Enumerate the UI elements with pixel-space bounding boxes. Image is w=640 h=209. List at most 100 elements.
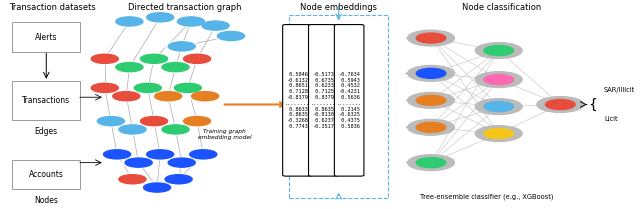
Circle shape [97, 117, 124, 126]
Circle shape [188, 149, 220, 160]
Circle shape [104, 150, 131, 159]
Circle shape [484, 46, 513, 56]
Circle shape [113, 62, 145, 73]
Circle shape [138, 116, 170, 126]
Circle shape [162, 62, 189, 72]
Circle shape [416, 68, 446, 78]
Text: Accounts: Accounts [29, 169, 64, 178]
Circle shape [134, 83, 161, 92]
Circle shape [159, 124, 191, 135]
Text: {: { [589, 98, 598, 111]
Circle shape [476, 72, 522, 88]
Circle shape [484, 102, 513, 112]
Circle shape [181, 116, 213, 126]
Text: -0.7634
 0.5943
 0.4532
-0.4231
 0.5636
........
 0.2145
-0.6325
 0.4375
 0.5836: -0.7634 0.5943 0.4532 -0.4231 0.5636 ...… [337, 72, 362, 129]
Circle shape [159, 62, 191, 73]
Circle shape [140, 117, 168, 126]
Circle shape [113, 16, 145, 27]
Circle shape [416, 158, 446, 168]
Circle shape [181, 54, 213, 64]
Circle shape [123, 157, 155, 168]
Circle shape [175, 16, 207, 27]
Text: 0.5846
-0.6132
 0.8651
 0.7128
-0.8379
........
 0.8633
 0.8635
-0.3268
 0.7743: 0.5846 -0.6132 0.8651 0.7128 -0.8379 ...… [285, 72, 310, 129]
Circle shape [476, 99, 522, 115]
Circle shape [155, 92, 182, 101]
Text: Edges: Edges [35, 127, 58, 136]
Circle shape [132, 83, 164, 93]
Circle shape [147, 13, 173, 22]
Text: -0.5173
 0.6735
 0.6233
 0.7125
 0.8379
........
 0.8635
-0.8130
 0.6237
-0.3517: -0.5173 0.6735 0.6233 0.7125 0.8379 ....… [311, 72, 336, 129]
Circle shape [189, 150, 217, 159]
Circle shape [408, 120, 454, 135]
FancyBboxPatch shape [334, 25, 364, 176]
Circle shape [147, 150, 173, 159]
Circle shape [168, 42, 195, 51]
Circle shape [144, 149, 176, 160]
Circle shape [484, 75, 513, 85]
Circle shape [202, 21, 229, 30]
Circle shape [191, 92, 219, 101]
Circle shape [184, 54, 211, 63]
FancyBboxPatch shape [12, 159, 80, 189]
Circle shape [416, 95, 446, 105]
Circle shape [162, 125, 189, 134]
Circle shape [177, 17, 205, 26]
Circle shape [476, 126, 522, 141]
Circle shape [166, 41, 198, 52]
Circle shape [101, 149, 133, 160]
Text: SAR/Illicit: SAR/Illicit [604, 87, 636, 93]
Text: Node embeddings: Node embeddings [300, 3, 377, 12]
Circle shape [189, 91, 221, 102]
Circle shape [408, 30, 454, 46]
Circle shape [408, 65, 454, 81]
Circle shape [143, 183, 171, 192]
Circle shape [116, 174, 148, 185]
Circle shape [144, 12, 176, 23]
Text: Licit: Licit [604, 116, 618, 122]
Text: Transaction datasets: Transaction datasets [9, 3, 96, 12]
Circle shape [545, 99, 575, 110]
Circle shape [125, 158, 152, 167]
FancyBboxPatch shape [308, 25, 338, 176]
Text: Directed transaction graph: Directed transaction graph [128, 3, 241, 12]
Circle shape [140, 54, 168, 63]
Text: Alerts: Alerts [35, 33, 58, 42]
Circle shape [215, 31, 247, 41]
Circle shape [152, 91, 184, 102]
Circle shape [165, 175, 192, 184]
Text: Transactions: Transactions [22, 96, 70, 105]
Circle shape [138, 54, 170, 64]
Circle shape [92, 83, 118, 92]
Circle shape [163, 174, 195, 185]
Circle shape [89, 54, 121, 64]
Text: Node classification: Node classification [462, 3, 541, 12]
FancyBboxPatch shape [12, 81, 80, 120]
Circle shape [89, 83, 121, 93]
Circle shape [408, 92, 454, 108]
Circle shape [95, 116, 127, 126]
Circle shape [537, 97, 584, 112]
Circle shape [168, 158, 195, 167]
Circle shape [116, 17, 143, 26]
FancyBboxPatch shape [283, 25, 312, 176]
Circle shape [218, 31, 244, 41]
Circle shape [116, 124, 148, 135]
Circle shape [119, 125, 146, 134]
Circle shape [184, 117, 211, 126]
Text: Training graph
embedding model: Training graph embedding model [198, 129, 252, 140]
Circle shape [92, 54, 118, 63]
Circle shape [110, 91, 142, 102]
Circle shape [172, 83, 204, 93]
Bar [289, 15, 388, 198]
Circle shape [408, 155, 454, 171]
Circle shape [113, 92, 140, 101]
Circle shape [484, 129, 513, 139]
Circle shape [141, 182, 173, 193]
Circle shape [166, 157, 198, 168]
Circle shape [174, 83, 202, 92]
Text: Tree-ensemble classifier (e.g., XGBoost): Tree-ensemble classifier (e.g., XGBoost) [420, 194, 553, 200]
Circle shape [416, 122, 446, 132]
Text: Nodes: Nodes [35, 195, 58, 204]
Circle shape [476, 43, 522, 58]
FancyBboxPatch shape [12, 23, 80, 52]
